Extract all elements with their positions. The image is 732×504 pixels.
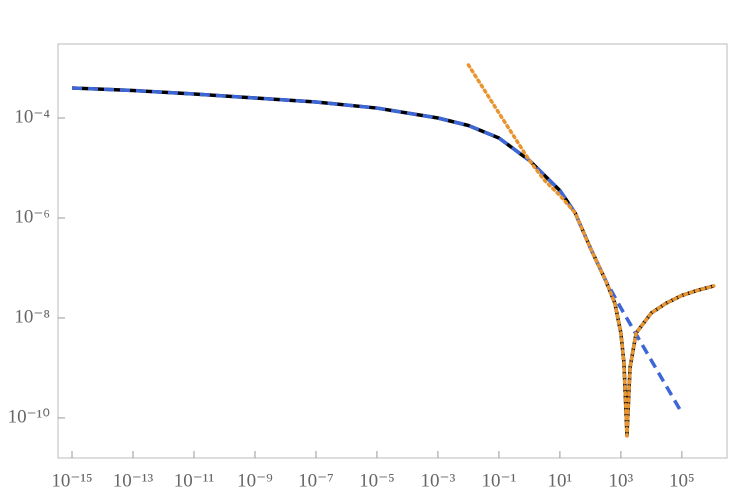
y-tick-label: 10⁻¹⁰ [8,406,50,427]
x-tick-label: 10⁻³ [421,470,456,491]
x-tick-label: 10⁻¹⁵ [51,470,92,491]
x-tick-label: 10⁻¹³ [113,470,154,491]
y-tick-label: 10⁻⁶ [14,206,50,227]
x-tick-label: 10⁻⁹ [237,470,273,491]
x-tick-label: 10⁻¹ [482,470,517,491]
y-tick-label: 10⁻⁴ [14,106,50,127]
series-line [71,86,715,438]
x-tick-label: 10³ [609,470,634,491]
plot-frame [57,43,728,459]
x-tick-label: 10¹ [548,470,573,491]
x-tick-label: 10⁻⁷ [298,470,334,491]
x-tick-label: 10⁻¹¹ [174,470,215,491]
series-line [71,86,684,414]
x-tick-label: 10⁻⁵ [359,470,395,491]
y-tick-label: 10⁻⁸ [14,306,50,327]
x-tick-label: 10⁵ [669,470,695,491]
series-line [466,63,716,438]
